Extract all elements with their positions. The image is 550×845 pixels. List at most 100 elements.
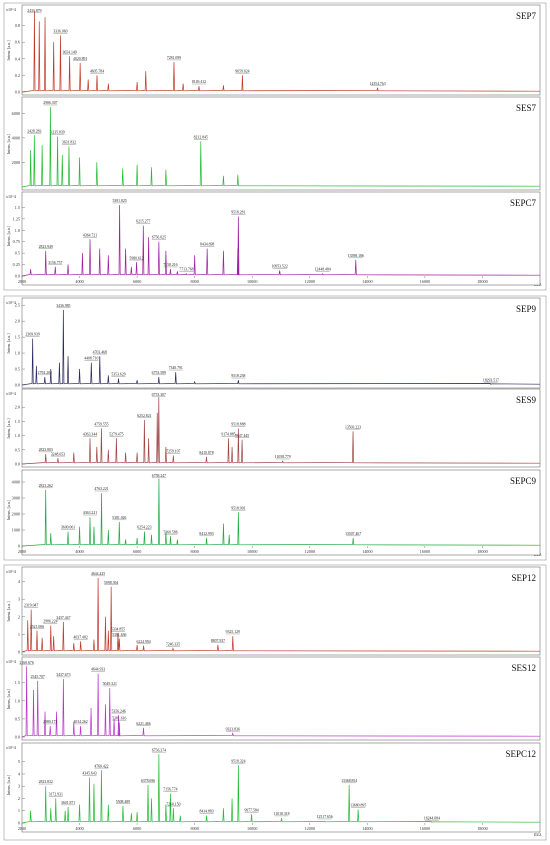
peak-label: 9518.324 (231, 759, 245, 763)
y-tick-label: 4 (18, 579, 21, 584)
y-exponent-label: x10^4 (6, 569, 16, 574)
y-tick-label: 0.8 (15, 23, 20, 28)
y-tick-label: 0.0 (15, 274, 20, 279)
peak-label: 7259.107 (166, 449, 180, 453)
y-tick-label: 1.25 (13, 216, 20, 221)
y-tick-label: 1.0 (15, 351, 20, 356)
peak-label: 5381.636 (112, 633, 126, 637)
y-exponent-label: x10^4 (6, 7, 16, 12)
peak-label: 4037.482 (74, 635, 88, 639)
peak-label: 2319.047 (24, 604, 38, 608)
plot-frame (21, 4, 541, 96)
peak-label: 13503.223 (345, 425, 361, 429)
peak-label: 5353.629 (111, 373, 125, 377)
series-name: SES7 (516, 103, 537, 113)
peak-label: 4363.221 (83, 511, 97, 515)
peak-label: 4408.710 (84, 357, 98, 361)
peak-label: 3601.871 (61, 801, 75, 805)
peak-label: 13680.895 (350, 804, 366, 808)
x-tick-label: 12000 (305, 826, 315, 831)
peak-label: 8807.937 (211, 639, 225, 643)
peak-label: 2823.803 (39, 448, 53, 452)
series-name: SES12 (511, 663, 536, 673)
peak-label: 9977.584 (244, 808, 258, 812)
peak-label: 3600.061 (61, 526, 75, 530)
peak-label: 2986.307 (43, 101, 57, 105)
y-tick-label: 0.5 (15, 716, 20, 721)
spectrum-sep7: Intens. [a.u.] x10^4 0.0 0.2 0.4 0.6 0.8 2431.8… (6, 4, 541, 96)
peak-label: 3654.149 (62, 50, 76, 54)
x-tick-label: 8000 (190, 826, 198, 831)
x-tick-label: 18000 (477, 279, 487, 284)
plot-frame (21, 469, 541, 556)
panel-frame (3, 295, 547, 561)
spectrum-trace (21, 107, 541, 188)
peak-label: 6756.025 (152, 236, 166, 240)
y-tick-label: 2.0 (15, 405, 20, 410)
peak-label: 4763.221 (94, 487, 108, 491)
peak-label: 9323.836 (226, 727, 240, 731)
x-tick-label: 18000 (477, 549, 487, 554)
peak-label: 2980.173 (43, 720, 57, 724)
y-tick-label: 1.0 (15, 433, 20, 438)
plot-frame (21, 742, 541, 833)
peak-label: 7246.335 (166, 642, 180, 646)
peak-label: 6215.277 (136, 220, 150, 224)
peak-label: 2823.832 (39, 780, 53, 784)
series-name: SEPC12 (505, 749, 536, 759)
peak-label: 6224.994 (136, 640, 150, 644)
peak-label: 2545.707 (31, 675, 45, 679)
y-tick-label: 0.75 (13, 239, 20, 244)
y-tick-label: 0.0 (15, 90, 20, 95)
peak-label: 4034.262 (73, 720, 87, 724)
plot-frame (21, 297, 541, 389)
peak-label: 4644.425 (91, 572, 105, 576)
y-tick-label: 1.5 (15, 335, 20, 340)
axis-unit-label: m/z (534, 553, 542, 558)
peak-label: 9518.901 (231, 506, 245, 510)
peak-label: 4363.344 (83, 432, 97, 436)
peak-label: 2369.939 (26, 333, 40, 337)
x-tick-label: 4000 (75, 279, 83, 284)
y-tick-label: 0.0 (15, 383, 20, 388)
y-tick-label: 1.5 (15, 205, 20, 210)
y-tick-label: 4000 (12, 480, 20, 485)
y-tick-label: 5 (18, 759, 20, 764)
x-tick-label: 10000 (247, 549, 257, 554)
y-tick-label: 0 (18, 544, 20, 549)
peak-label: 12448.484 (315, 268, 331, 272)
axis-unit-label: m/z (534, 833, 542, 838)
series-name: SES9 (516, 395, 537, 405)
y-tick-label: 0 (18, 650, 20, 655)
x-tick-label: 18000 (477, 826, 487, 831)
y-axis-label: Intens. [a.u.] (6, 774, 11, 795)
y-tick-label: 1.0 (15, 698, 20, 703)
y-axis-label: Intens. [a.u.] (6, 133, 11, 154)
peak-label: 8410.878 (199, 451, 213, 455)
y-tick-label: 0.0 (15, 735, 20, 740)
peak-label: 4364.721 (83, 233, 97, 237)
y-tick-label: 3000 (12, 496, 20, 501)
plot-frame (21, 191, 541, 286)
peak-label: 6758.247 (152, 474, 166, 478)
x-tick-label: 16000 (420, 279, 430, 284)
peak-label: 5391.825 (112, 199, 126, 203)
x-tick-label: 2000 (18, 826, 26, 831)
y-axis-label: Intens. [a.u.] (6, 418, 11, 439)
peak-label: 9518.238 (231, 374, 245, 378)
peak-label: 6756.374 (152, 748, 166, 752)
y-tick-label: 0.25 (13, 262, 20, 267)
peak-label: 4605.784 (90, 69, 104, 73)
panel-frame (3, 2, 547, 291)
y-exponent-label: x10^4 (6, 391, 16, 396)
peak-label: 4020.891 (73, 57, 87, 61)
axis-unit-label: m/z (534, 283, 542, 288)
peak-label: 2521.006 (30, 625, 44, 629)
x-tick-label: 6000 (133, 279, 141, 284)
x-tick-label: 6000 (133, 549, 141, 554)
x-tick-label: 4000 (75, 826, 83, 831)
x-tick-label: 2000 (18, 549, 26, 554)
peak-label: 6252.821 (137, 414, 151, 418)
peak-label: 4759.555 (94, 423, 108, 427)
peak-label: 2428.283 (27, 129, 41, 133)
